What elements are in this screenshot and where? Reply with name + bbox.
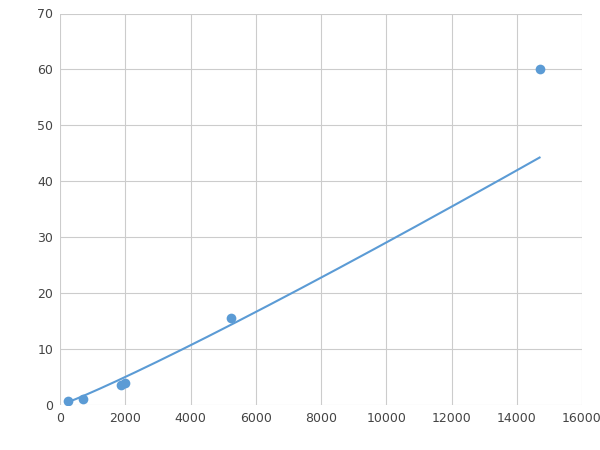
Point bbox=[78, 395, 88, 402]
Point bbox=[116, 382, 126, 389]
Point bbox=[121, 379, 130, 386]
Point bbox=[226, 315, 236, 322]
Point bbox=[63, 397, 73, 404]
Point bbox=[535, 66, 544, 73]
